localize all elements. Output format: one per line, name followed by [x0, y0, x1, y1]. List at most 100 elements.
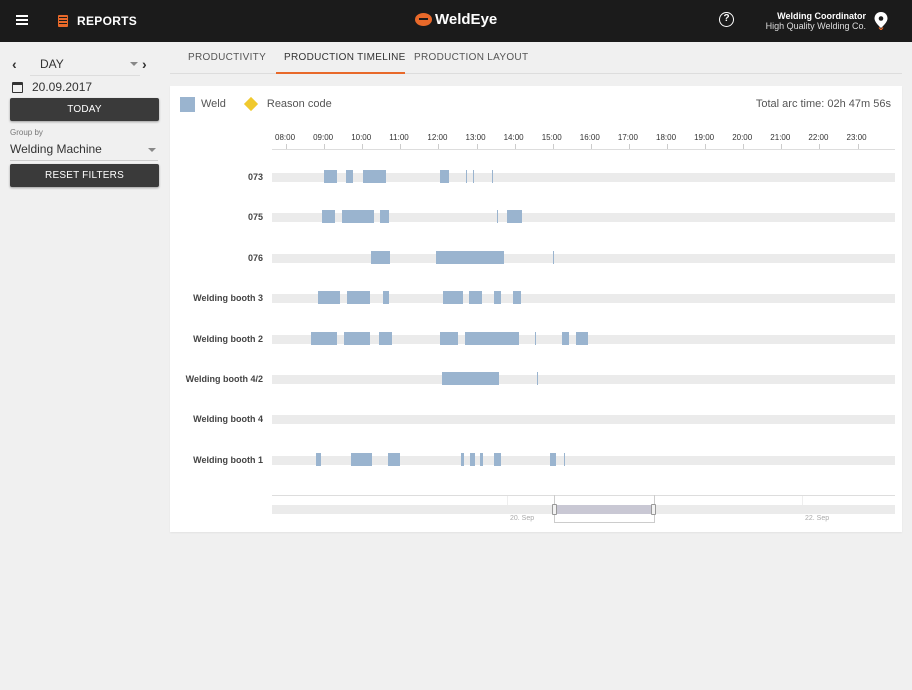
menu-icon[interactable] [16, 15, 28, 25]
navigator-left-handle[interactable] [552, 504, 557, 515]
weld-segment[interactable] [350, 452, 372, 466]
tab-production-timeline[interactable]: PRODUCTION TIMELINE [284, 52, 406, 63]
timeline-track [272, 170, 895, 183]
time-tick-mark [400, 144, 402, 149]
row-label[interactable]: 076 [247, 252, 263, 263]
chevron-down-icon [130, 62, 138, 66]
weld-segment[interactable] [346, 170, 354, 183]
timeline-track [272, 210, 895, 224]
date-picker[interactable]: 20.09.2017 [12, 80, 92, 94]
timeline-track [272, 331, 895, 345]
tab-productivity[interactable]: PRODUCTIVITY [188, 52, 267, 63]
weld-segment[interactable] [460, 452, 465, 466]
user-company: High Quality Welding Co. [765, 21, 866, 31]
next-period-button[interactable]: › [142, 56, 147, 72]
groupby-select[interactable]: Welding Machine [10, 142, 158, 161]
time-tick-label: 10:00 [351, 133, 372, 142]
weld-segment[interactable] [469, 452, 476, 466]
weld-segment[interactable] [379, 210, 390, 224]
weld-segment[interactable] [439, 331, 459, 345]
total-arc-time: Total arc time: 02h 47m 56s [755, 98, 891, 110]
weld-tick[interactable] [564, 452, 566, 466]
previous-period-button[interactable]: ‹ [12, 56, 17, 72]
navigator-right-handle[interactable] [651, 504, 656, 515]
timeline-track [272, 415, 895, 425]
weld-segment[interactable] [344, 331, 370, 345]
row-label[interactable]: Welding booth 1 [193, 454, 263, 465]
weld-tick[interactable] [537, 372, 539, 385]
weld-segment[interactable] [506, 210, 522, 224]
row-label[interactable]: Welding booth 4/2 [185, 374, 263, 384]
weld-segment[interactable] [513, 291, 521, 305]
weld-segment[interactable] [346, 291, 370, 305]
row-label[interactable]: 073 [247, 172, 263, 182]
navigator-selection[interactable] [556, 505, 653, 514]
row-label[interactable]: Welding booth 2 [193, 333, 263, 344]
time-tick-mark [667, 144, 668, 149]
weld-segment[interactable] [382, 291, 389, 305]
weld-segment[interactable] [479, 452, 484, 466]
weld-segment[interactable] [576, 331, 588, 345]
today-button[interactable]: TODAY [10, 98, 159, 121]
weld-tick[interactable] [492, 170, 494, 183]
row-label[interactable]: 075 [247, 212, 263, 223]
weld-segment[interactable] [562, 331, 569, 345]
weld-segment[interactable] [435, 250, 504, 264]
time-tick-label: 23:00 [846, 133, 867, 142]
weld-segment[interactable] [494, 452, 501, 466]
help-icon[interactable]: ? [719, 12, 734, 27]
time-tick-label: 19:00 [694, 133, 715, 142]
weld-segment[interactable] [379, 331, 393, 345]
weld-segment[interactable] [494, 291, 501, 305]
navigator-window[interactable] [554, 495, 655, 523]
time-tick-label: 17:00 [617, 133, 638, 142]
time-tick-mark [438, 144, 440, 149]
weld-segment[interactable] [468, 291, 482, 305]
active-tab-indicator [276, 72, 405, 74]
weld-legend-swatch [180, 96, 195, 112]
weld-segment[interactable] [465, 331, 520, 345]
timeline-card: Weld Reason code Total arc time: 02h 47m… [170, 86, 902, 532]
time-tick-mark [781, 144, 783, 149]
user-info[interactable]: Welding Coordinator High Quality Welding… [766, 11, 866, 31]
period-navigator: ‹ DAY › [10, 54, 160, 76]
section-title[interactable]: REPORTS [77, 14, 138, 28]
navigator-label: 20. Sep [510, 515, 535, 522]
top-bar: REPORTS WeldEye ? Welding Coordinator Hi… [0, 0, 912, 42]
weld-segment[interactable] [549, 452, 556, 466]
timeline-track [272, 372, 895, 385]
weld-tick[interactable] [473, 170, 475, 183]
row-label[interactable]: Welding booth 3 [193, 293, 263, 304]
tab-production-layout[interactable]: PRODUCTION LAYOUT [414, 52, 529, 63]
weld-tick[interactable] [497, 210, 499, 224]
time-tick-label: 08:00 [275, 133, 296, 142]
period-select[interactable]: DAY [30, 54, 140, 76]
range-navigator[interactable]: 20. Sep 22. Sep [272, 494, 895, 524]
time-tick-mark [552, 144, 554, 149]
location-pin-icon[interactable] [874, 12, 888, 30]
weld-segment[interactable] [363, 170, 386, 183]
time-tick-mark [362, 144, 364, 149]
user-role: Welding Coordinator [777, 11, 866, 21]
weld-segment[interactable] [316, 452, 321, 466]
weld-segment[interactable] [341, 210, 374, 224]
row-label[interactable]: Welding booth 4 [193, 414, 263, 425]
weld-segment[interactable] [322, 210, 335, 224]
weld-tick[interactable] [534, 331, 536, 345]
weld-segment[interactable] [324, 170, 337, 183]
weld-segment[interactable] [387, 452, 401, 466]
time-tick-label: 09:00 [313, 133, 334, 142]
weld-segment[interactable] [371, 250, 391, 264]
reset-filters-button[interactable]: RESET FILTERS [10, 164, 159, 187]
weld-segment[interactable] [442, 372, 500, 385]
timeline-track [272, 291, 895, 305]
weld-segment[interactable] [440, 170, 450, 183]
time-tick-mark [324, 144, 326, 149]
weld-tick[interactable] [552, 250, 554, 264]
weld-segment[interactable] [311, 331, 337, 345]
weld-segment[interactable] [443, 291, 463, 305]
weld-segment[interactable] [317, 291, 340, 305]
navigator-label: 22. Sep [805, 515, 830, 522]
date-value: 20.09.2017 [32, 80, 93, 94]
weld-tick[interactable] [466, 170, 468, 183]
